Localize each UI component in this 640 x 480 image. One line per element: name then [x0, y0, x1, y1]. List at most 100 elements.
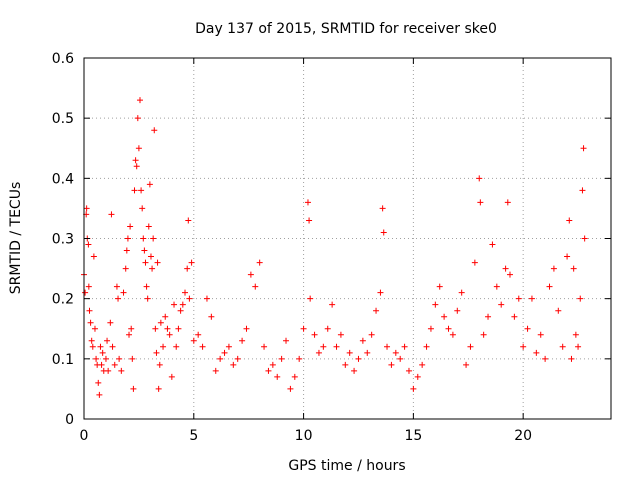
data-point [124, 235, 131, 242]
data-point [113, 283, 120, 290]
data-point [436, 283, 443, 290]
data-point [380, 229, 387, 236]
y-tick-label: 0.1 [52, 352, 74, 368]
data-point [463, 361, 470, 368]
data-point [105, 367, 112, 374]
data-point [95, 379, 102, 386]
data-point [315, 349, 322, 356]
data-point [432, 301, 439, 308]
data-point [427, 325, 434, 332]
data-point [269, 361, 276, 368]
data-point [504, 199, 511, 206]
data-point [203, 295, 210, 302]
data-point [173, 343, 180, 350]
data-point [175, 325, 182, 332]
data-point [454, 307, 461, 314]
data-point [550, 265, 557, 272]
data-point [97, 343, 104, 350]
data-point [333, 343, 340, 350]
data-point [388, 361, 395, 368]
data-point [221, 349, 228, 356]
data-point [458, 289, 465, 296]
data-point [581, 235, 588, 242]
data-point [410, 385, 417, 392]
data-point [377, 289, 384, 296]
data-point [265, 367, 272, 374]
data-point [126, 331, 133, 338]
data-point [449, 331, 456, 338]
data-point [86, 307, 93, 314]
data-point [151, 127, 158, 134]
x-tick-label: 10 [295, 428, 313, 444]
data-point [384, 343, 391, 350]
data-point [368, 331, 375, 338]
data-point [190, 337, 197, 344]
data-point [87, 319, 94, 326]
data-point [128, 325, 135, 332]
data-point [401, 343, 408, 350]
data-point [342, 361, 349, 368]
data-point [577, 295, 584, 302]
data-point [239, 337, 246, 344]
data-point [130, 385, 137, 392]
data-point [134, 115, 141, 122]
data-point [164, 325, 171, 332]
data-point [498, 301, 505, 308]
data-point [467, 343, 474, 350]
data-point [186, 295, 193, 302]
data-point [566, 217, 573, 224]
data-point [212, 367, 219, 374]
data-points [81, 97, 588, 398]
x-axis-label: GPS time / hours [288, 458, 405, 474]
data-point [320, 343, 327, 350]
data-point [329, 301, 336, 308]
y-tick-label: 0.6 [52, 51, 74, 67]
data-point [152, 325, 159, 332]
data-point [98, 361, 105, 368]
data-point [559, 343, 566, 350]
data-point [546, 283, 553, 290]
data-point [133, 163, 140, 170]
data-point [120, 289, 127, 296]
y-axis-label: SRMTID / TECUs [8, 182, 24, 295]
data-point [476, 175, 483, 182]
data-point [217, 355, 224, 362]
data-point [528, 295, 535, 302]
data-point [149, 265, 156, 272]
data-point [419, 361, 426, 368]
data-point [127, 223, 134, 230]
data-point [397, 355, 404, 362]
data-point [108, 211, 115, 218]
data-point [142, 259, 149, 266]
data-point [278, 355, 285, 362]
data-point [379, 205, 386, 212]
data-point [93, 355, 100, 362]
data-point [489, 241, 496, 248]
data-point [136, 97, 143, 104]
data-point [568, 355, 575, 362]
data-point [575, 343, 582, 350]
data-point [146, 181, 153, 188]
data-point [185, 217, 192, 224]
data-point [104, 337, 111, 344]
data-point [477, 199, 484, 206]
data-point [141, 247, 148, 254]
data-point [88, 337, 95, 344]
data-point [140, 235, 147, 242]
data-point [195, 331, 202, 338]
data-point [234, 355, 241, 362]
data-point [96, 391, 103, 398]
data-point [179, 301, 186, 308]
data-point [296, 355, 303, 362]
data-point [359, 337, 366, 344]
data-point [122, 265, 129, 272]
data-point [90, 253, 97, 260]
data-point [160, 343, 167, 350]
data-point [199, 343, 206, 350]
data-point [441, 313, 448, 320]
data-point [311, 331, 318, 338]
data-point [85, 283, 92, 290]
y-tick-label: 0.3 [52, 232, 74, 248]
data-point [307, 295, 314, 302]
